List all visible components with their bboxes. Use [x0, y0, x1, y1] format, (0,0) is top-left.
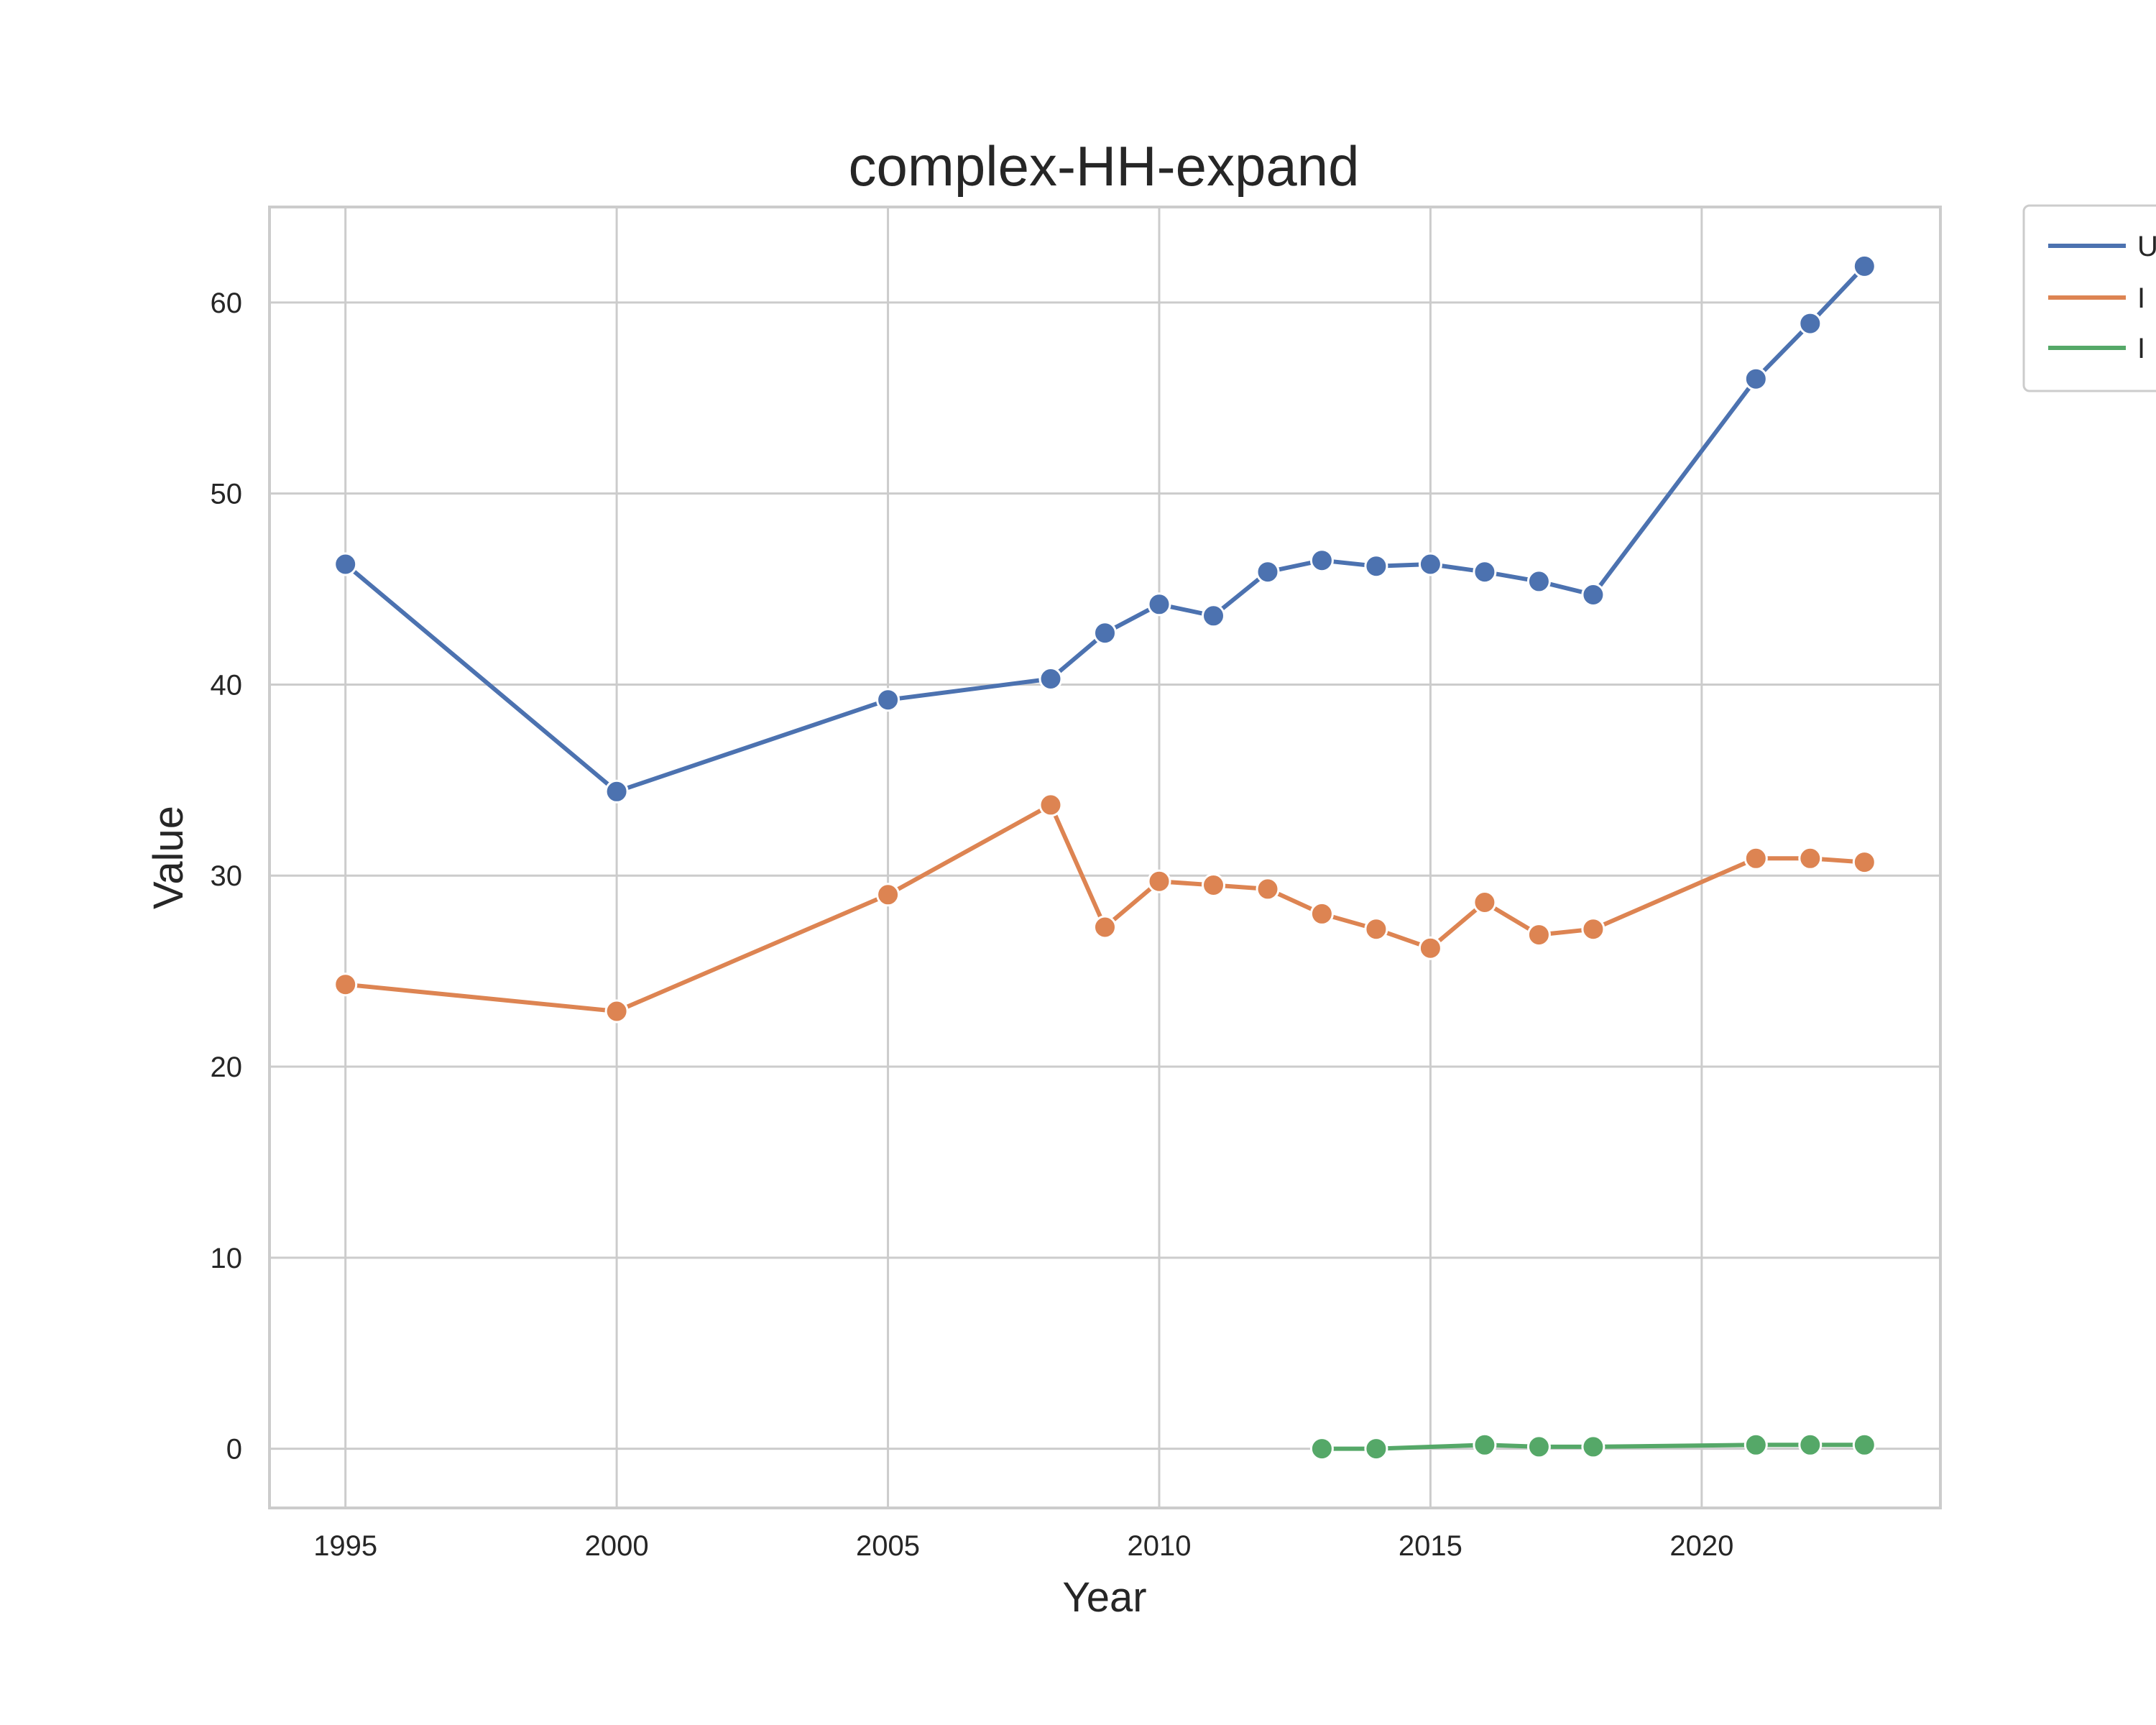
data-point — [1581, 1435, 1606, 1459]
data-point — [1581, 917, 1606, 942]
series-2 — [333, 793, 1876, 1024]
x-tick-label: 2020 — [1669, 1530, 1733, 1562]
data-point — [604, 779, 629, 804]
y-tick-label: 30 — [211, 860, 243, 892]
data-point — [1743, 846, 1768, 870]
plot-frame — [268, 206, 1942, 1509]
data-point — [1418, 552, 1442, 576]
data-point — [333, 972, 358, 997]
data-point — [1418, 936, 1442, 960]
x-tick-labels: 1995 2000 2005 2010 2015 2020 — [313, 1530, 1733, 1562]
data-point — [1309, 901, 1334, 926]
data-point — [1798, 1432, 1823, 1457]
data-point — [1526, 923, 1551, 947]
data-point — [876, 883, 900, 907]
data-point — [1473, 560, 1497, 584]
data-point — [1526, 569, 1551, 594]
y-tick-label: 50 — [211, 479, 243, 510]
data-point — [1256, 877, 1280, 901]
data-point — [1364, 917, 1388, 942]
data-point — [1526, 1435, 1551, 1459]
data-point — [1364, 1437, 1388, 1461]
data-point — [1798, 311, 1823, 336]
data-point — [1202, 873, 1225, 897]
data-point — [1473, 891, 1497, 914]
data-point — [1743, 1432, 1768, 1457]
x-axis-title: Year — [1062, 1574, 1146, 1621]
data-point — [1256, 560, 1280, 584]
y-tick-label: 40 — [211, 669, 243, 701]
data-point — [1309, 1437, 1334, 1461]
legend-label-3: I — [2137, 333, 2145, 364]
data-point — [1093, 621, 1117, 645]
series-3 — [1309, 1432, 1876, 1461]
data-point — [1743, 367, 1768, 391]
x-tick-label: 2000 — [585, 1530, 649, 1562]
data-point — [1038, 667, 1063, 691]
grid — [270, 207, 1940, 1508]
data-point — [876, 688, 900, 712]
data-point — [1852, 254, 1876, 278]
x-tick-label: 2015 — [1399, 1530, 1462, 1562]
y-tick-label: 60 — [211, 288, 243, 319]
x-tick-label: 1995 — [313, 1530, 377, 1562]
data-point — [1798, 846, 1823, 870]
data-point — [1147, 869, 1171, 893]
data-point — [333, 552, 358, 576]
data-point — [1581, 583, 1606, 607]
data-point — [604, 999, 629, 1024]
data-point — [1364, 554, 1388, 579]
y-axis-title: Value — [145, 806, 192, 909]
legend-label-1: U — [2137, 231, 2156, 262]
y-tick-label: 10 — [211, 1243, 243, 1274]
y-tick-label: 0 — [226, 1434, 242, 1466]
data-point — [1309, 548, 1334, 573]
series-layer — [333, 254, 1876, 1461]
y-tick-label: 20 — [211, 1052, 243, 1083]
x-tick-label: 2010 — [1127, 1530, 1191, 1562]
data-point — [1093, 915, 1117, 939]
data-point — [1852, 850, 1876, 875]
legend: U I I — [2022, 204, 2156, 392]
data-point — [1038, 793, 1063, 817]
chart-title: complex-HH-expand — [849, 134, 1360, 198]
data-point — [1202, 604, 1225, 628]
legend-label-2: I — [2137, 282, 2145, 314]
y-tick-labels: 0 10 20 30 40 50 60 — [211, 288, 243, 1466]
x-tick-label: 2005 — [856, 1530, 920, 1562]
data-point — [1147, 592, 1171, 617]
data-point — [1473, 1432, 1497, 1457]
data-point — [1852, 1432, 1876, 1457]
series-1 — [333, 254, 1876, 804]
